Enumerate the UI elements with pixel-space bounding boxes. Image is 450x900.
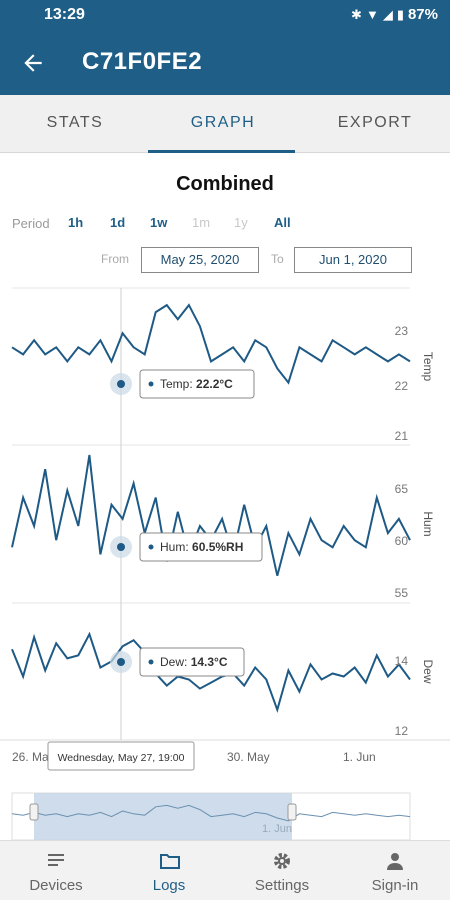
navigator-selection[interactable] [34, 793, 292, 840]
from-date-input[interactable]: May 25, 2020 [141, 247, 259, 273]
status-icons: ✱ ▼ ◢ ▮ 87% [351, 6, 438, 23]
period-1m-button: 1m [192, 215, 211, 230]
tab-indicator [148, 150, 295, 153]
app-bar: 13:29 ✱ ▼ ◢ ▮ 87% C71F0FE2 [0, 0, 450, 95]
x-tick-label: 30. May [227, 750, 270, 764]
battery-icon: ▮ [396, 6, 404, 22]
nav-devices[interactable]: Devices [0, 841, 112, 900]
arrow-left-icon[interactable] [20, 50, 46, 76]
to-label: To [271, 252, 284, 266]
period-all-button[interactable]: All [274, 215, 291, 230]
tooltip-dot [148, 659, 154, 665]
chart-title: Combined [176, 173, 274, 195]
navigator-handle-left[interactable] [29, 803, 39, 821]
period-1d-button[interactable]: 1d [110, 215, 126, 230]
status-time: 13:29 [44, 6, 85, 23]
period-1h-button[interactable]: 1h [68, 215, 84, 230]
series-line-dew [11, 631, 411, 714]
tab-export[interactable]: EXPORT [337, 114, 413, 131]
nav-devices-label: Devices [29, 877, 83, 894]
tooltip-text: Hum: 60.5%RH [160, 540, 243, 554]
y-axis-title: Dew [421, 659, 435, 683]
y-tick-label: 65 [395, 482, 409, 496]
period-1y-button: 1y [234, 215, 248, 230]
hover-marker [117, 543, 125, 551]
wifi-icon: ▼ [365, 7, 379, 22]
gear-icon [274, 853, 290, 869]
list-icon [48, 854, 64, 866]
y-tick-label: 21 [395, 429, 409, 443]
folder-icon [160, 854, 180, 869]
nav-logs[interactable]: Logs [113, 841, 225, 900]
navigator-handle-right[interactable] [287, 803, 297, 821]
tooltip-box [139, 647, 245, 677]
time-tooltip [47, 741, 195, 771]
period-1w-button[interactable]: 1w [150, 215, 168, 230]
to-date-input[interactable]: Jun 1, 2020 [294, 247, 412, 273]
x-tick-label: 1. Jun [343, 750, 376, 764]
bottom-navigation: Devices Logs Settings Sign-in [0, 840, 450, 900]
y-axis-title: Temp [421, 352, 435, 382]
nav-sign-in[interactable]: Sign-in [339, 841, 450, 900]
y-tick-label: 55 [395, 586, 409, 600]
from-label: From [101, 252, 129, 266]
tab-stats[interactable]: STATS [46, 114, 104, 131]
bluetooth-icon: ✱ [351, 6, 362, 22]
status-bar: 13:29 ✱ ▼ ◢ ▮ 87% [0, 0, 450, 30]
tooltip-box [139, 369, 255, 399]
tooltip-text: Dew: 14.3°C [160, 655, 228, 669]
tooltip-dot [148, 544, 154, 550]
navigator-series-line [11, 804, 411, 822]
series-line-temp [11, 303, 411, 385]
y-tick-label: 12 [395, 724, 409, 738]
tab-bar: STATS GRAPH EXPORT [0, 95, 450, 153]
nav-sign-in-label: Sign-in [371, 877, 419, 894]
period-label: Period [12, 216, 50, 231]
nav-settings[interactable]: Settings [226, 841, 338, 900]
y-axis-title: Hum [421, 511, 435, 536]
person-icon [387, 853, 403, 870]
tooltip-box [139, 532, 263, 562]
hover-marker [117, 658, 125, 666]
combined-line-chart[interactable]: 23 22 21 Temp 65 60 55 Hum 14 12 Dew 1. Jun Temp: … [0, 280, 450, 840]
time-tooltip-text: Wednesday, May 27, 19:00 [58, 752, 185, 764]
nav-logs-label: Logs [152, 877, 186, 894]
y-tick-label: 22 [395, 379, 409, 393]
tooltip-dot [148, 381, 154, 387]
nav-settings-label: Settings [254, 877, 310, 894]
battery-level: 87% [407, 6, 438, 23]
navigator-tick-label: 1. Jun [262, 823, 292, 835]
x-tick-label: 26. May [12, 750, 55, 764]
y-tick-label: 60 [395, 534, 409, 548]
page-title: C71F0FE2 [82, 48, 203, 75]
y-tick-label: 14 [395, 654, 409, 668]
hover-marker [117, 380, 125, 388]
tooltip-text: Temp: 22.2°C [160, 377, 233, 391]
tab-graph[interactable]: GRAPH [190, 114, 256, 131]
y-tick-label: 23 [395, 324, 409, 338]
signal-icon: ◢ [382, 6, 393, 22]
